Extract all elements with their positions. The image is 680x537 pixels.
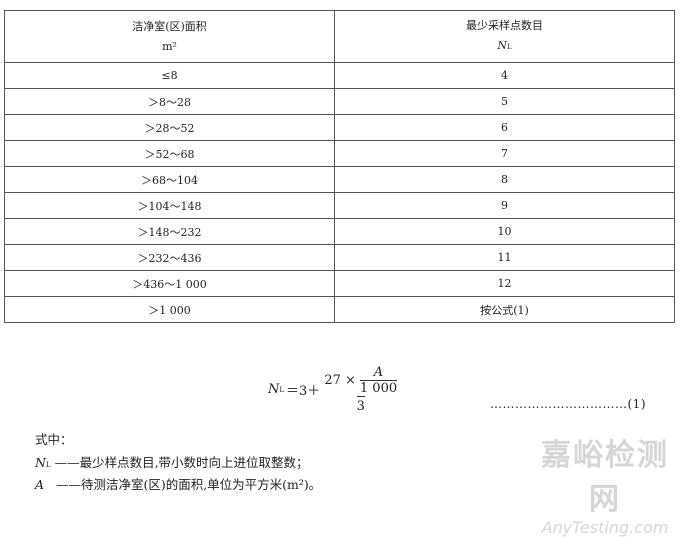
area-cell: ＞436～1 000	[4, 270, 335, 297]
area-cell: ＞1 000	[4, 296, 335, 323]
area-cell: ＞148～232	[4, 218, 335, 245]
points-cell: 6	[334, 114, 675, 141]
legend-item-a: A ——待测洁净室(区)的面积,单位为平方米(m²)。	[35, 477, 322, 492]
table-row: ＞52～68 7	[4, 140, 675, 167]
area-cell: ＞8～28	[4, 88, 335, 115]
points-cell: 按公式(1)	[334, 296, 675, 323]
area-cell: ＞68～104	[4, 166, 335, 193]
equation-number: ……………………………(1)	[490, 397, 646, 411]
area-cell: ≤8	[4, 62, 335, 89]
points-cell: 11	[334, 244, 675, 271]
area-cell: ＞52～68	[4, 140, 335, 167]
sampling-points-table: 洁净室(区)面积 m² 最少采样点数目 NL ≤8 4 ＞8～28 5 ＞28～52 6 ＞52…	[4, 10, 675, 323]
area-cell: ＞104～148	[4, 192, 335, 219]
table-row: ＞28～52 6	[4, 114, 675, 141]
table-row: ＞8～28 5	[4, 88, 675, 115]
table-row: ＞104～148 9	[4, 192, 675, 219]
points-cell: 5	[334, 88, 675, 115]
points-cell: 10	[334, 218, 675, 245]
table-row: ＞436～1 000 12	[4, 270, 675, 297]
points-cell: 9	[334, 192, 675, 219]
table-row: ＞68～104 8	[4, 166, 675, 193]
points-cell: 7	[334, 140, 675, 167]
area-cell: ＞232～436	[4, 244, 335, 271]
area-cell: ＞28～52	[4, 114, 335, 141]
table-row: ≤8 4	[4, 62, 675, 89]
table-row: ＞1 000 按公式(1)	[4, 296, 675, 323]
legend-intro: 式中：	[35, 432, 73, 447]
points-cell: 12	[334, 270, 675, 297]
points-cell: 8	[334, 166, 675, 193]
table-row: ＞232～436 11	[4, 244, 675, 271]
points-cell: 4	[334, 62, 675, 89]
table-row: ＞148～232 10	[4, 218, 675, 245]
legend-item-nl: NL ——最少样点数目,带小数时向上进位取整数；	[35, 455, 309, 470]
header-area: 洁净室(区)面积 m²	[4, 10, 335, 63]
watermark: 嘉峪检测网 AnyTesting.com	[541, 438, 669, 537]
header-points: 最少采样点数目 NL	[334, 10, 675, 63]
